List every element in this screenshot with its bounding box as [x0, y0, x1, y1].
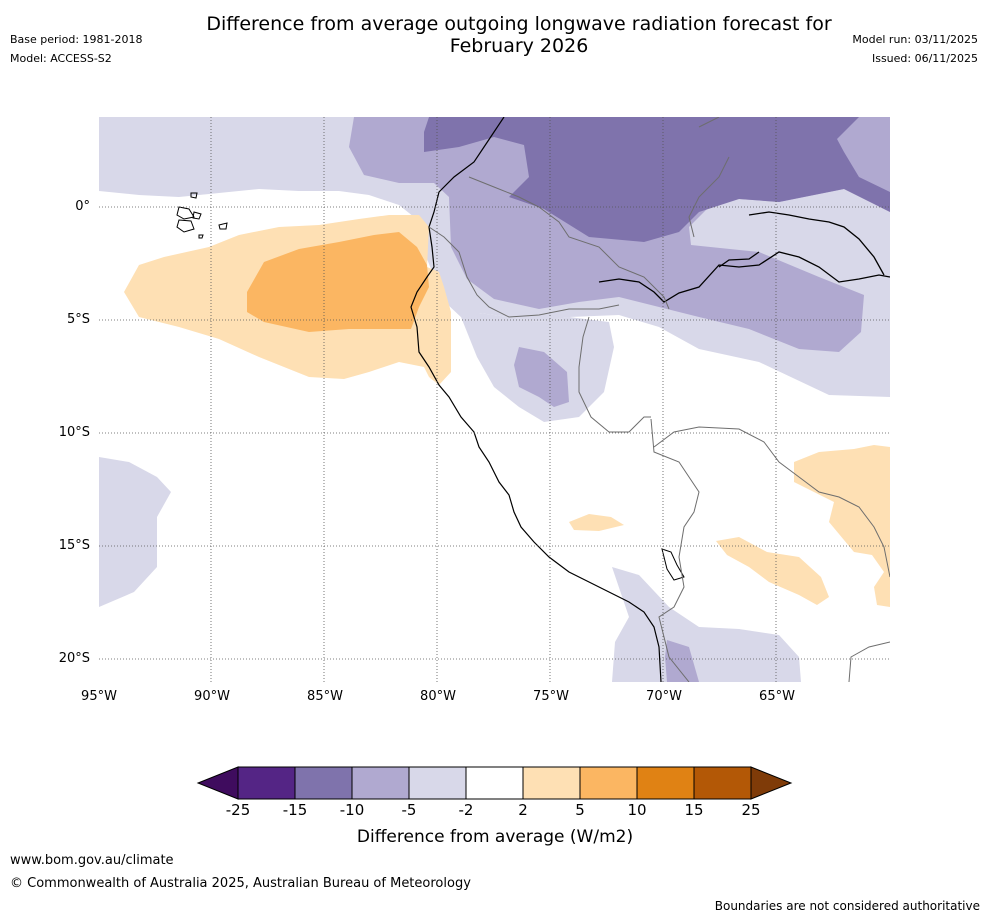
anomaly-region-plus5	[247, 232, 429, 332]
galapagos-islands	[176, 192, 228, 239]
model-label: Model: ACCESS-S2	[10, 52, 112, 65]
lat-tick-10s: 10°S	[58, 425, 90, 440]
colorbar-cell	[294, 766, 353, 800]
colorbar-tick-label: -25	[225, 801, 251, 819]
lon-tick-70w: 70°W	[646, 689, 682, 704]
graticule	[99, 117, 890, 682]
colorbar-cell	[408, 766, 467, 800]
lon-tick-85w: 85°W	[307, 689, 343, 704]
base-period-label: Base period: 1981-2018	[10, 33, 143, 46]
lake-titicaca	[661, 548, 685, 581]
issued-label: Issued: 06/11/2025	[871, 52, 978, 65]
colorbar-cell	[693, 766, 752, 800]
coastline-south-america	[410, 117, 662, 682]
colorbar-tick-label: 5	[575, 801, 585, 819]
colorbar-tick-label: -10	[339, 801, 365, 819]
colorbar-cell	[522, 766, 581, 800]
model-run-label: Model run: 03/11/2025	[852, 33, 978, 46]
anomaly-region-plus2-east	[794, 445, 890, 607]
colorbar-cell	[579, 766, 638, 800]
colorbar-tick-label: -15	[282, 801, 308, 819]
anomaly-region-minus5-south	[665, 640, 699, 682]
colorbar-tick-label: 2	[518, 801, 528, 819]
colorbar-tick-label: 10	[627, 801, 647, 819]
lon-tick-95w: 95°W	[81, 689, 117, 704]
anomaly-region-minus2-southwest	[99, 457, 171, 607]
colorbar-tick-label: -5	[401, 801, 417, 819]
colorbar-tick-label: 15	[684, 801, 704, 819]
website-link[interactable]: www.bom.gov.au/climate	[10, 853, 174, 868]
colorbar-extend-high	[750, 766, 793, 800]
colorbar-cell	[351, 766, 410, 800]
disclaimer-text: Boundaries are not considered authoritat…	[714, 899, 980, 913]
colorbar-extend-low	[196, 766, 239, 800]
anomaly-region-plus2-southeast	[716, 537, 829, 605]
lon-tick-80w: 80°W	[420, 689, 456, 704]
copyright-text: © Commonwealth of Australia 2025, Austra…	[10, 876, 471, 891]
map-title-line2: February 2026	[449, 35, 589, 57]
colorbar-tick-label: 25	[741, 801, 761, 819]
colorbar-tick-label: -2	[458, 801, 474, 819]
country-borders	[428, 117, 890, 682]
lon-tick-90w: 90°W	[194, 689, 230, 704]
colorbar-title: Difference from average (W/m2)	[356, 827, 634, 847]
anomaly-region-minus10	[424, 117, 890, 242]
map-title-line1: Difference from average outgoing longwav…	[206, 13, 832, 35]
anomaly-region-plus2-center	[569, 514, 624, 531]
colorbar-cell	[636, 766, 695, 800]
lat-tick-0: 0°	[75, 199, 90, 214]
lat-tick-5s: 5°S	[66, 312, 90, 327]
colorbar	[196, 766, 793, 800]
olr-anomaly-map	[99, 117, 890, 682]
colorbar-cell	[465, 766, 524, 800]
lat-tick-15s: 15°S	[58, 538, 90, 553]
lon-tick-65w: 65°W	[759, 689, 795, 704]
map-title: Difference from average outgoing longwav…	[160, 13, 878, 57]
anomaly-region-minus5-patch	[514, 347, 569, 407]
colorbar-cell	[237, 766, 296, 800]
lat-tick-20s: 20°S	[58, 651, 90, 666]
lon-tick-75w: 75°W	[533, 689, 569, 704]
